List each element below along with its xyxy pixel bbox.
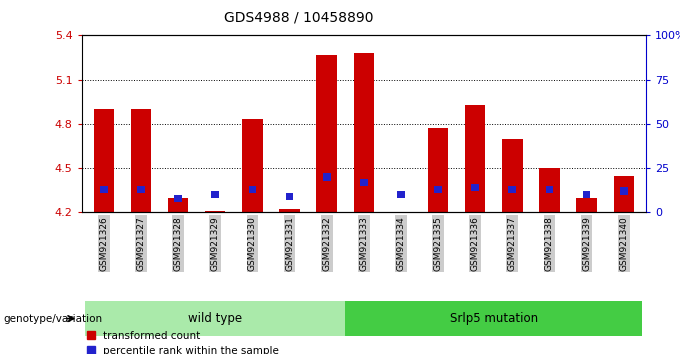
Bar	[137, 186, 145, 193]
Text: GSM921339: GSM921339	[582, 216, 591, 271]
Bar	[248, 186, 256, 193]
Legend: transformed count, percentile rank within the sample: transformed count, percentile rank withi…	[87, 331, 279, 354]
Text: GSM921329: GSM921329	[211, 216, 220, 271]
Text: GSM921331: GSM921331	[285, 216, 294, 271]
Text: GSM921340: GSM921340	[619, 216, 628, 271]
Text: GSM921333: GSM921333	[359, 216, 369, 271]
Bar	[94, 109, 114, 212]
Bar	[323, 173, 330, 181]
Text: GSM921332: GSM921332	[322, 216, 331, 271]
Bar	[583, 191, 590, 198]
Text: GSM921327: GSM921327	[137, 216, 146, 271]
Text: GSM921338: GSM921338	[545, 216, 554, 271]
Bar	[205, 211, 226, 212]
Bar	[471, 184, 479, 191]
Text: GSM921334: GSM921334	[396, 216, 405, 271]
Bar	[502, 139, 522, 212]
Text: GSM921328: GSM921328	[173, 216, 183, 271]
Text: GSM921337: GSM921337	[508, 216, 517, 271]
Bar	[100, 186, 107, 193]
Text: Srlp5 mutation: Srlp5 mutation	[449, 312, 538, 325]
Text: GSM921336: GSM921336	[471, 216, 479, 271]
Text: GSM921335: GSM921335	[434, 216, 443, 271]
Bar	[168, 198, 188, 212]
Bar	[545, 186, 554, 193]
Bar	[620, 188, 628, 195]
Bar	[174, 195, 182, 202]
Bar	[428, 129, 448, 212]
Bar	[242, 120, 262, 212]
Bar	[577, 198, 597, 212]
Text: GDS4988 / 10458890: GDS4988 / 10458890	[224, 11, 374, 25]
Bar	[435, 186, 442, 193]
Bar	[397, 191, 405, 198]
Bar	[509, 186, 516, 193]
Text: genotype/variation: genotype/variation	[3, 314, 103, 324]
Bar	[286, 193, 293, 200]
Bar	[360, 179, 368, 186]
Text: wild type: wild type	[188, 312, 242, 325]
Bar	[354, 53, 374, 212]
Text: GSM921330: GSM921330	[248, 216, 257, 271]
Bar	[465, 105, 486, 212]
Bar	[316, 55, 337, 212]
Bar	[613, 176, 634, 212]
Bar	[279, 210, 300, 212]
Bar	[211, 191, 219, 198]
Bar	[131, 109, 151, 212]
Bar	[539, 168, 560, 212]
Text: GSM921326: GSM921326	[99, 216, 108, 271]
